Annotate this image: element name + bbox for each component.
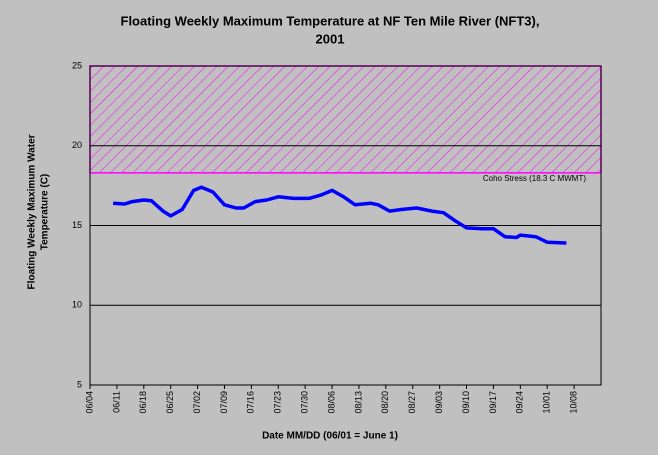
- x-tick-label: 07/16: [246, 391, 256, 414]
- x-tick-label: 06/11: [111, 391, 121, 413]
- x-tick-label: 07/30: [300, 391, 310, 414]
- x-tick-label: 09/17: [488, 391, 498, 414]
- x-axis-label: Date MM/DD (06/01 = June 1): [262, 431, 398, 442]
- data-line: [112, 185, 567, 245]
- x-tick-label: 10/01: [542, 391, 552, 414]
- threshold-band: [89, 65, 602, 174]
- x-tick-label: 07/02: [192, 391, 202, 414]
- x-tick-label: 09/10: [461, 391, 471, 414]
- y-tick-label: 20: [72, 140, 82, 150]
- x-tick-label: 08/20: [380, 391, 390, 414]
- plot-border: [89, 65, 602, 386]
- y-tick-label: 25: [72, 60, 82, 70]
- x-tick-label: 06/25: [165, 391, 175, 414]
- x-tick-label: 07/23: [273, 391, 283, 414]
- y-tick-label: 10: [72, 300, 82, 310]
- x-tick-label: 10/08: [568, 391, 578, 414]
- x-tick-label: 08/27: [407, 391, 417, 414]
- y-tick-label: 5: [77, 379, 82, 389]
- x-tick-label: 08/13: [353, 391, 363, 414]
- x-tick-label: 09/03: [434, 391, 444, 414]
- x-tick-label: 09/24: [515, 391, 525, 414]
- y-axis-label-line: Floating Weekly Maximum Water: [27, 134, 38, 289]
- y-axis-label: Floating Weekly Maximum Water Temperatur…: [27, 134, 51, 289]
- chart-title: Floating Weekly Maximum Temperature at N…: [121, 13, 540, 28]
- x-tick-label: 06/04: [84, 391, 94, 414]
- y-tick-label: 15: [72, 220, 82, 230]
- x-tick-label: 08/06: [326, 391, 336, 414]
- y-axis-label-line: Temperature (C): [40, 174, 51, 251]
- x-tick-label: 07/09: [219, 391, 229, 414]
- chart-title: 2001: [316, 31, 345, 46]
- x-tick-label: 06/18: [138, 391, 148, 414]
- threshold-label: Coho Stress (18.3 C MWMT): [483, 174, 586, 183]
